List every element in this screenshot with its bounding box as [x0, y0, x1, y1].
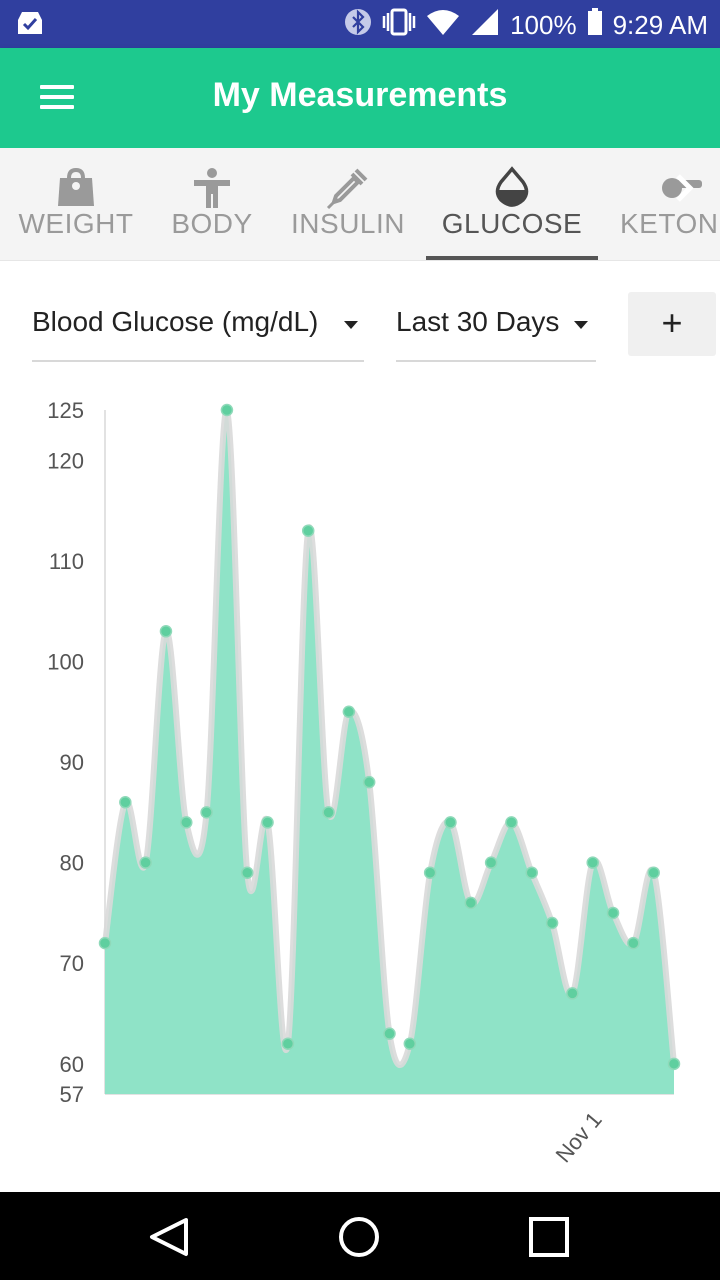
category-tabs: WEIGHT BODY INSULIN: [0, 148, 720, 261]
add-measurement-button[interactable]: +: [628, 292, 716, 356]
vibrate-icon: [382, 8, 416, 43]
data-point[interactable]: [342, 705, 356, 719]
body-figure-icon: [190, 166, 234, 210]
home-icon[interactable]: [339, 1217, 379, 1257]
tab-insulin[interactable]: INSULIN: [282, 148, 414, 260]
data-point[interactable]: [566, 987, 579, 1000]
clock: 9:29 AM: [612, 10, 708, 40]
data-point[interactable]: [241, 866, 254, 879]
chart-points: [98, 403, 681, 1071]
data-point[interactable]: [545, 916, 559, 930]
data-point[interactable]: [139, 856, 152, 869]
measure-dropdown-value: Blood Glucose (mg/dL): [32, 306, 319, 337]
y-tick-label: 100: [47, 649, 84, 674]
data-point[interactable]: [423, 866, 437, 879]
cell-signal-icon: [470, 8, 500, 43]
data-point[interactable]: [383, 1027, 396, 1040]
ketone-icon: [660, 166, 704, 210]
tab-weight-label: WEIGHT: [18, 208, 134, 239]
data-point[interactable]: [505, 816, 518, 829]
data-point[interactable]: [444, 816, 457, 829]
wifi-icon: [426, 8, 460, 43]
active-tab-indicator: [426, 256, 598, 260]
data-point[interactable]: [281, 1037, 295, 1050]
data-point[interactable]: [200, 806, 213, 819]
notification-icon: [16, 10, 44, 41]
system-nav-bar: [0, 1192, 720, 1280]
data-point[interactable]: [119, 796, 132, 809]
range-dropdown[interactable]: Last 30 Days: [396, 290, 596, 362]
weight-bag-icon: [54, 166, 98, 210]
app-bar: My Measurements: [0, 48, 720, 148]
data-point[interactable]: [606, 906, 620, 920]
data-point[interactable]: [484, 856, 498, 869]
data-point[interactable]: [627, 936, 640, 950]
data-point[interactable]: [301, 524, 315, 537]
data-point[interactable]: [464, 896, 478, 910]
tab-ketones[interactable]: KETONES: [612, 148, 720, 260]
drop-icon: [490, 166, 534, 210]
data-point[interactable]: [180, 816, 193, 829]
syringe-icon: [326, 166, 370, 210]
data-point[interactable]: [525, 866, 538, 879]
data-point[interactable]: [667, 1057, 681, 1071]
tab-glucose[interactable]: GLUCOSE: [426, 148, 598, 260]
measure-dropdown[interactable]: Blood Glucose (mg/dL): [32, 290, 364, 362]
data-point[interactable]: [322, 806, 335, 819]
chart-controls: Blood Glucose (mg/dL) Last 30 Days +: [0, 290, 720, 370]
y-tick-label: 110: [49, 549, 84, 574]
chevron-down-icon: [344, 321, 358, 329]
x-axis: Nov 1: [551, 1107, 607, 1167]
glucose-chart: 125 120 110 100 90 80 70 60 57 Nov 1: [47, 398, 681, 1167]
chart-area: [102, 406, 677, 1095]
y-tick-label: 90: [60, 750, 84, 775]
data-point[interactable]: [159, 625, 173, 638]
y-tick-label: 125: [47, 398, 84, 423]
back-icon[interactable]: [150, 1218, 188, 1256]
recents-icon[interactable]: [529, 1217, 569, 1257]
glucose-area-fill: [105, 409, 674, 1095]
y-tick-label: 80: [60, 851, 84, 876]
tab-body[interactable]: BODY: [152, 148, 272, 260]
chevron-down-icon: [574, 321, 588, 329]
y-tick-label: 70: [60, 951, 84, 976]
hamburger-menu-icon[interactable]: [40, 85, 74, 111]
bluetooth-icon: [344, 8, 372, 43]
data-point[interactable]: [586, 856, 599, 869]
page-title: My Measurements: [212, 76, 508, 114]
tab-weight[interactable]: WEIGHT: [10, 148, 142, 260]
y-axis: 125 120 110 100 90 80 70 60 57: [47, 398, 674, 1107]
y-tick-label: 60: [60, 1052, 84, 1077]
tab-insulin-label: INSULIN: [291, 208, 405, 239]
y-tick-label: 57: [60, 1082, 84, 1107]
x-tick-label: Nov 1: [551, 1107, 607, 1167]
range-dropdown-value: Last 30 Days: [396, 306, 560, 337]
y-tick-label: 120: [47, 448, 84, 473]
data-point[interactable]: [647, 866, 660, 879]
battery-percent: 100%: [510, 10, 577, 40]
data-point[interactable]: [220, 403, 234, 417]
tab-ketones-label: KETONES: [620, 208, 720, 239]
battery-icon: [587, 8, 603, 43]
tab-body-label: BODY: [171, 208, 253, 239]
data-point[interactable]: [98, 936, 112, 950]
data-point[interactable]: [261, 816, 274, 829]
status-bar: 100% 9:29 AM: [0, 0, 720, 48]
data-point[interactable]: [362, 775, 376, 789]
tab-glucose-label: GLUCOSE: [441, 208, 583, 239]
data-point[interactable]: [403, 1037, 417, 1050]
